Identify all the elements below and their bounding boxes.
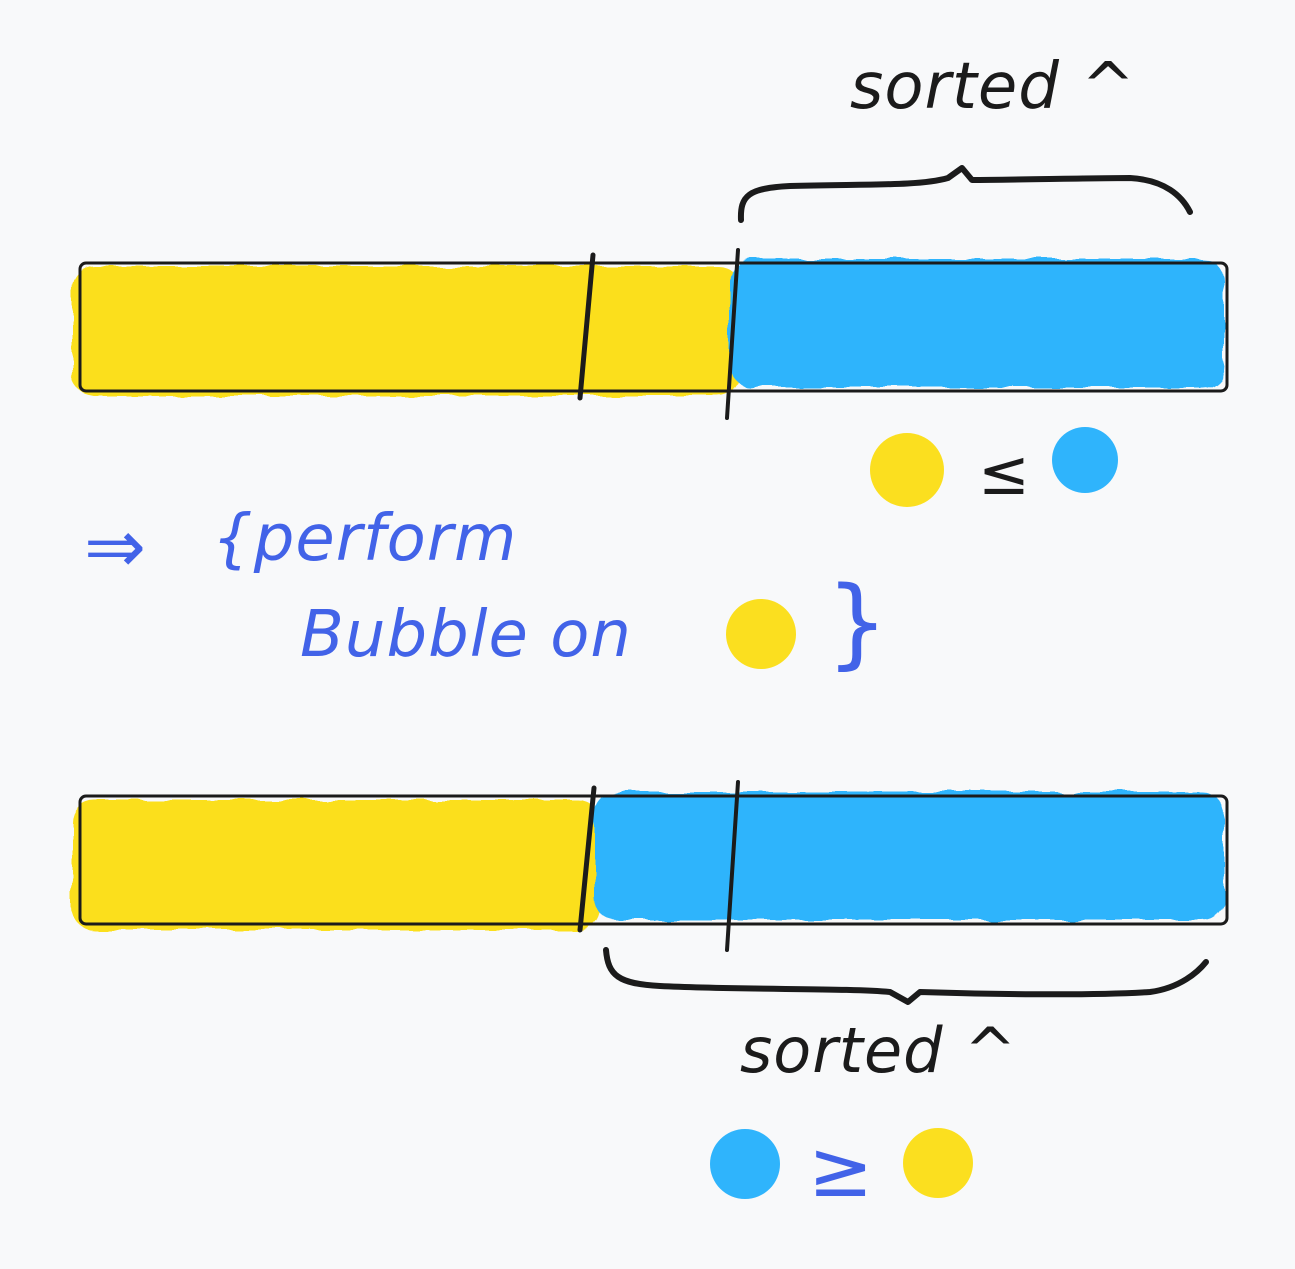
bottom-relation-symbol: ≥	[808, 1125, 873, 1215]
bottom-array-outline	[78, 794, 1229, 926]
top-blue-dot	[1052, 427, 1118, 493]
bottom-yellow-fill	[72, 800, 600, 930]
top-array-outline	[78, 261, 1229, 393]
bottom-divider-2	[725, 780, 740, 952]
top-sorted-label: sorted ^	[850, 50, 1136, 124]
note-yellow-dot	[726, 599, 796, 669]
bottom-blue-fill	[594, 792, 1224, 920]
top-relation-symbol: ≤	[978, 436, 1030, 509]
middle-note: ⇒ {perform Bubble on }	[84, 502, 888, 680]
top-sorted-brace	[737, 165, 1193, 223]
top-yellow-dot	[870, 433, 944, 507]
top-divider-2	[725, 248, 740, 420]
bottom-sorted-label: sorted ^	[740, 1014, 1017, 1087]
top-array	[72, 248, 1229, 420]
bottom-array	[72, 780, 1229, 952]
bottom-sorted-brace	[603, 947, 1209, 1005]
implies-arrow: ⇒	[84, 504, 146, 590]
bottom-blue-dot	[710, 1129, 780, 1199]
note-line-1: {perform	[212, 502, 517, 576]
note-line-2: Bubble on	[300, 598, 632, 672]
bottom-divider-1	[577, 785, 597, 933]
top-relation-group: ≤	[870, 427, 1118, 509]
note-close-brace: }	[826, 566, 888, 680]
bottom-relation-group: ≥	[710, 1125, 973, 1215]
top-yellow-fill	[72, 266, 740, 396]
top-divider-1	[577, 252, 596, 401]
top-blue-fill	[730, 259, 1224, 387]
bottom-yellow-dot	[903, 1128, 973, 1198]
